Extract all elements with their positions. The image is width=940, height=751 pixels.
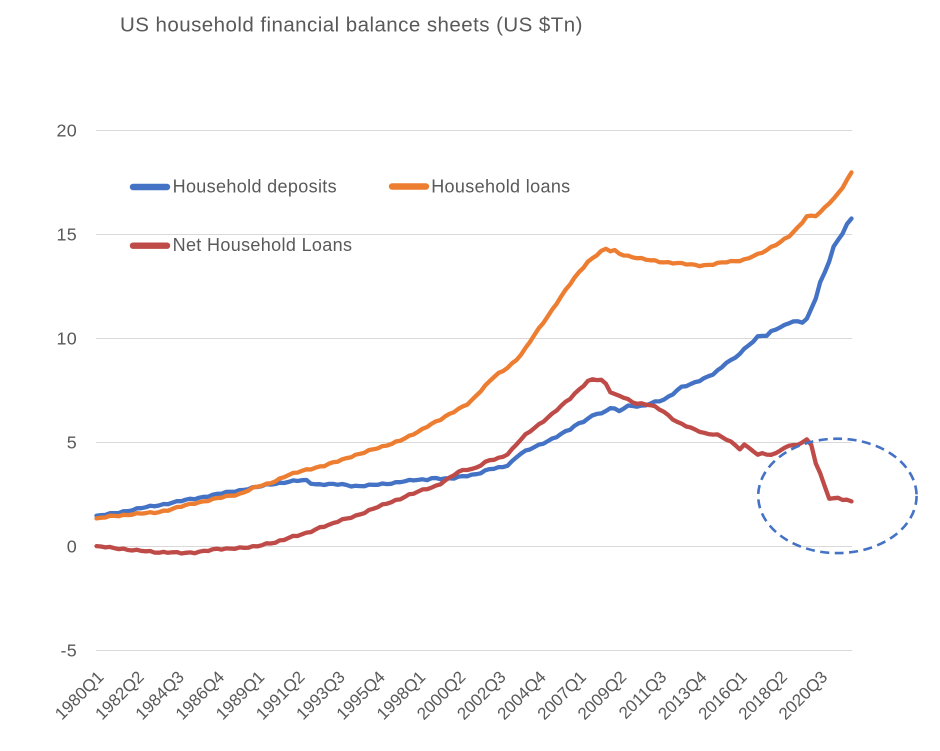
svg-text:Household loans: Household loans xyxy=(431,177,570,197)
svg-text:US household financial balance: US household financial balance sheets (U… xyxy=(120,14,583,37)
svg-text:20: 20 xyxy=(57,121,78,141)
svg-text:15: 15 xyxy=(57,225,78,245)
svg-text:5: 5 xyxy=(67,433,77,453)
svg-text:Net Household Loans: Net Household Loans xyxy=(173,235,353,255)
svg-text:Household deposits: Household deposits xyxy=(173,177,337,197)
svg-text:10: 10 xyxy=(57,329,78,349)
svg-text:0: 0 xyxy=(67,537,77,557)
svg-text:-5: -5 xyxy=(60,641,77,661)
